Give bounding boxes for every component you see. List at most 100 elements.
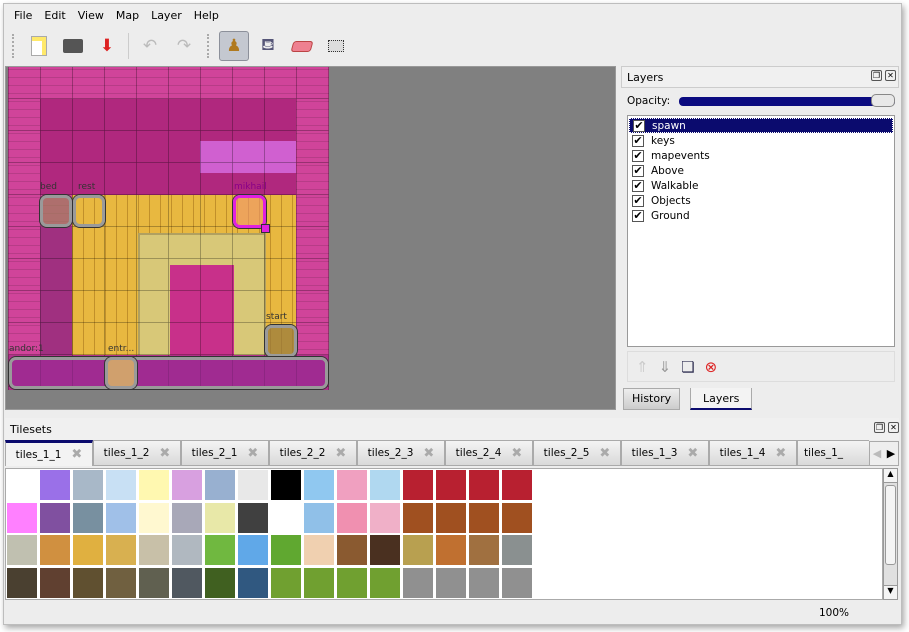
tab-tileset[interactable]: tiles_2_3 ✖ bbox=[357, 440, 445, 466]
tile[interactable] bbox=[501, 469, 533, 501]
layer-item[interactable]: ✔ Above bbox=[628, 163, 894, 178]
map-object-bed[interactable] bbox=[40, 195, 72, 227]
tile[interactable] bbox=[171, 534, 203, 566]
visibility-checkbox[interactable]: ✔ bbox=[632, 148, 644, 162]
tile[interactable] bbox=[6, 469, 38, 501]
tile[interactable] bbox=[171, 469, 203, 501]
tile[interactable] bbox=[39, 501, 71, 534]
tile[interactable] bbox=[402, 501, 434, 534]
tile[interactable] bbox=[303, 566, 335, 599]
tile[interactable] bbox=[72, 534, 104, 566]
tab-tileset[interactable]: tiles_2_2 ✖ bbox=[269, 440, 357, 466]
tileset-view[interactable] bbox=[5, 468, 883, 600]
tile[interactable] bbox=[402, 469, 434, 501]
close-tab-icon[interactable]: ✖ bbox=[247, 445, 259, 461]
layer-item[interactable]: ✔ Walkable bbox=[628, 178, 894, 193]
tile[interactable] bbox=[105, 534, 137, 566]
tab-tileset[interactable]: tiles_1_4 ✖ bbox=[709, 440, 797, 466]
visibility-checkbox[interactable]: ✔ bbox=[632, 163, 644, 177]
tile[interactable] bbox=[237, 501, 269, 534]
raise-layer-icon[interactable]: ⇑ bbox=[636, 357, 649, 376]
scroll-right-icon[interactable]: ▶ bbox=[886, 447, 896, 460]
float-icon[interactable]: ❐ bbox=[874, 422, 885, 433]
tile[interactable] bbox=[303, 469, 335, 501]
close-tab-icon[interactable]: ✖ bbox=[599, 445, 611, 461]
tile[interactable] bbox=[402, 566, 434, 599]
tab-tileset[interactable]: tiles_2_5 ✖ bbox=[533, 440, 621, 466]
menu-view[interactable]: View bbox=[77, 9, 104, 22]
layer-item[interactable]: ✔ mapevents bbox=[628, 148, 894, 163]
menu-edit[interactable]: Edit bbox=[44, 9, 66, 22]
tile[interactable] bbox=[138, 469, 170, 501]
tab-tileset[interactable]: tiles_1_1 ✖ bbox=[5, 440, 93, 466]
tile[interactable] bbox=[270, 534, 302, 566]
toolbar-grip[interactable] bbox=[12, 34, 16, 58]
save-icon[interactable]: ⬇ bbox=[99, 36, 115, 56]
visibility-checkbox[interactable]: ✔ bbox=[633, 118, 645, 132]
layer-item[interactable]: ✔ spawn bbox=[629, 118, 893, 133]
tile[interactable] bbox=[6, 566, 38, 599]
map-object-rest[interactable] bbox=[73, 195, 105, 227]
tile[interactable] bbox=[369, 469, 401, 501]
tile[interactable] bbox=[468, 469, 500, 501]
tile[interactable] bbox=[369, 501, 401, 534]
visibility-checkbox[interactable]: ✔ bbox=[632, 178, 644, 192]
scroll-up-icon[interactable]: ▲ bbox=[884, 469, 897, 483]
tile[interactable] bbox=[369, 566, 401, 599]
close-tab-icon[interactable]: ✖ bbox=[423, 445, 435, 461]
tile[interactable] bbox=[435, 566, 467, 599]
lower-layer-icon[interactable]: ⇓ bbox=[658, 357, 672, 376]
map-object-entrance[interactable] bbox=[105, 357, 137, 389]
tile[interactable] bbox=[39, 469, 71, 501]
map-object-start[interactable] bbox=[265, 325, 297, 357]
tab-tileset[interactable]: tiles_1_3 ✖ bbox=[621, 440, 709, 466]
menu-help[interactable]: Help bbox=[193, 9, 219, 22]
tile[interactable] bbox=[105, 566, 137, 599]
tile[interactable] bbox=[39, 534, 71, 566]
tile[interactable] bbox=[270, 501, 302, 534]
resize-handle[interactable] bbox=[261, 224, 270, 233]
tab-tileset[interactable]: tiles_1_ bbox=[797, 440, 869, 466]
tile[interactable] bbox=[204, 566, 236, 599]
tile[interactable] bbox=[237, 469, 269, 501]
slider-thumb[interactable] bbox=[871, 94, 895, 107]
tab-tileset[interactable]: tiles_2_1 ✖ bbox=[181, 440, 269, 466]
redo-icon[interactable]: ↷ bbox=[176, 36, 192, 56]
tile[interactable] bbox=[435, 534, 467, 566]
toolbar-grip[interactable] bbox=[207, 34, 211, 58]
open-icon[interactable] bbox=[58, 31, 88, 61]
tile[interactable] bbox=[105, 469, 137, 501]
visibility-checkbox[interactable]: ✔ bbox=[632, 193, 644, 207]
map-view[interactable]: bed rest mikhail start andor:1 entr... bbox=[5, 66, 616, 410]
tile[interactable] bbox=[501, 534, 533, 566]
tile[interactable] bbox=[501, 566, 533, 599]
tile[interactable] bbox=[501, 501, 533, 534]
tile[interactable] bbox=[171, 566, 203, 599]
tab-tileset[interactable]: tiles_1_2 ✖ bbox=[93, 440, 181, 466]
tile[interactable] bbox=[39, 566, 71, 599]
tile[interactable] bbox=[336, 501, 368, 534]
eraser-icon[interactable] bbox=[287, 31, 317, 61]
tile[interactable] bbox=[105, 501, 137, 534]
tile[interactable] bbox=[468, 534, 500, 566]
opacity-slider[interactable] bbox=[679, 94, 895, 107]
visibility-checkbox[interactable]: ✔ bbox=[632, 208, 644, 222]
tile[interactable] bbox=[72, 501, 104, 534]
bucket-fill-icon[interactable]: ⛾ bbox=[261, 35, 275, 55]
float-icon[interactable]: ❐ bbox=[871, 70, 882, 81]
tab-layers[interactable]: Layers bbox=[690, 388, 753, 410]
tile[interactable] bbox=[237, 534, 269, 566]
menu-file[interactable]: File bbox=[14, 9, 33, 22]
close-tab-icon[interactable]: ✖ bbox=[335, 445, 347, 461]
tile[interactable] bbox=[270, 566, 302, 599]
menu-layer[interactable]: Layer bbox=[151, 9, 182, 22]
map-object-andor[interactable] bbox=[9, 357, 328, 389]
close-tab-icon[interactable]: ✖ bbox=[775, 445, 787, 461]
new-map-icon[interactable] bbox=[24, 31, 54, 61]
map-canvas[interactable]: bed rest mikhail start andor:1 entr... bbox=[8, 67, 329, 390]
scroll-down-icon[interactable]: ▼ bbox=[884, 585, 897, 599]
close-tab-icon[interactable]: ✖ bbox=[687, 445, 699, 461]
tile[interactable] bbox=[6, 501, 38, 534]
tile[interactable] bbox=[336, 469, 368, 501]
tile[interactable] bbox=[468, 566, 500, 599]
